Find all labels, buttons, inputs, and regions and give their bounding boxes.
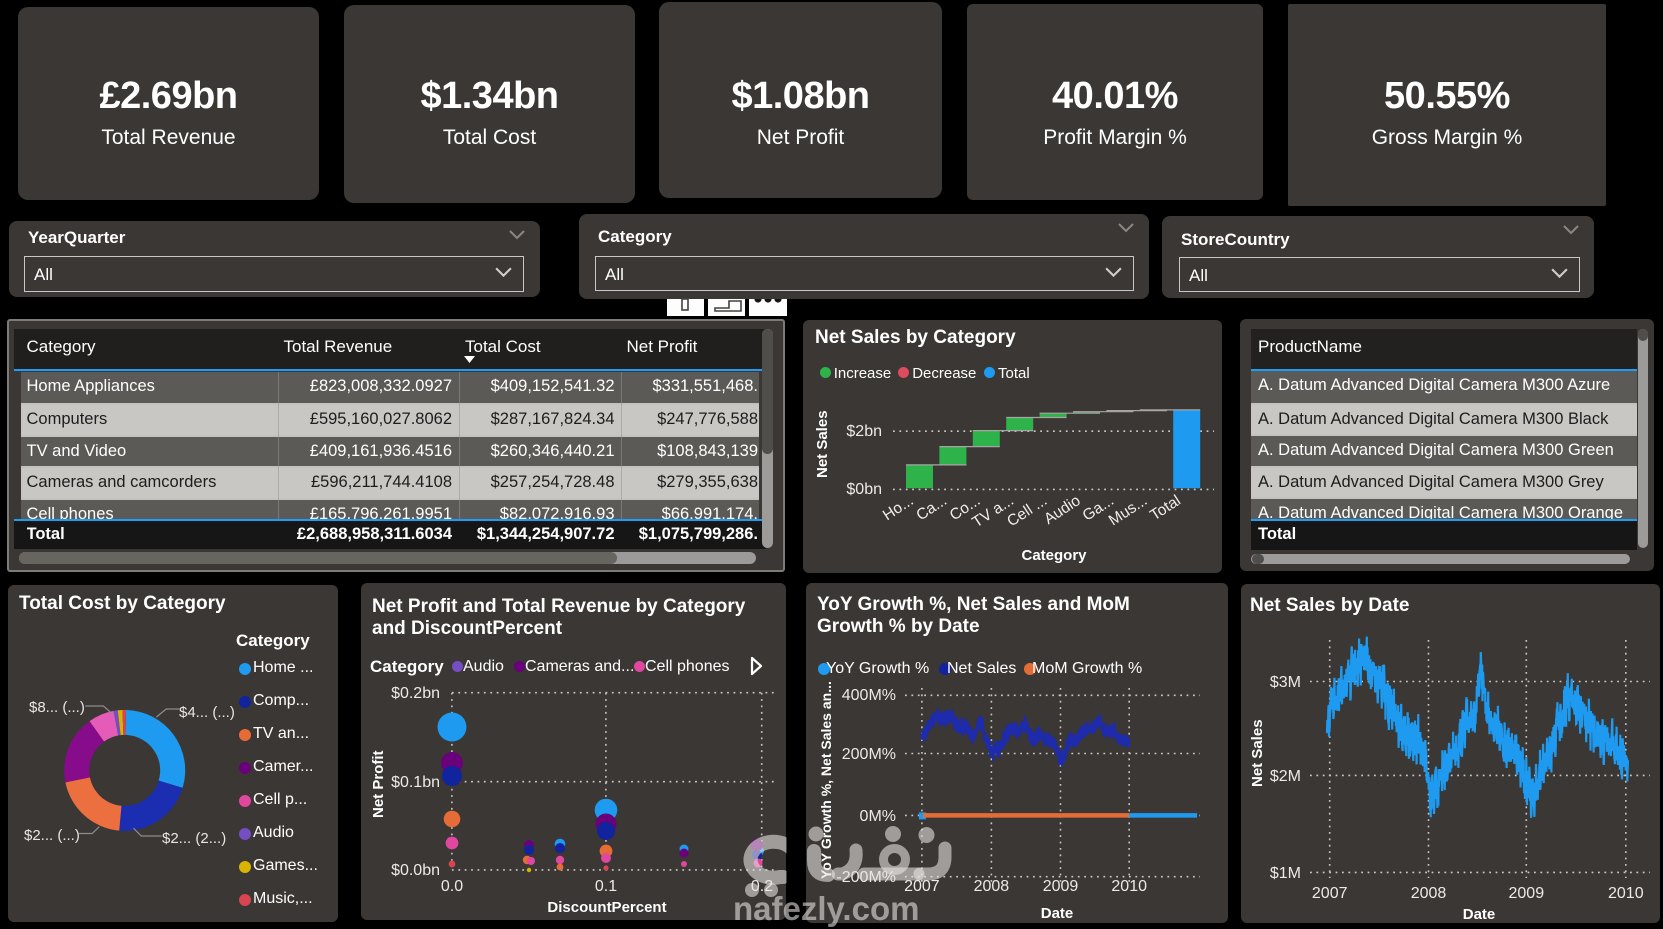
svg-text:Mus...: Mus... <box>1106 492 1151 529</box>
svg-text:Audio: Audio <box>1041 492 1084 528</box>
svg-text:Ho...: Ho... <box>880 492 917 524</box>
svg-text:nafezly.com: nafezly.com <box>733 890 919 927</box>
svg-text:Ca...: Ca... <box>913 492 950 524</box>
svg-text:Total: Total <box>1147 492 1184 524</box>
